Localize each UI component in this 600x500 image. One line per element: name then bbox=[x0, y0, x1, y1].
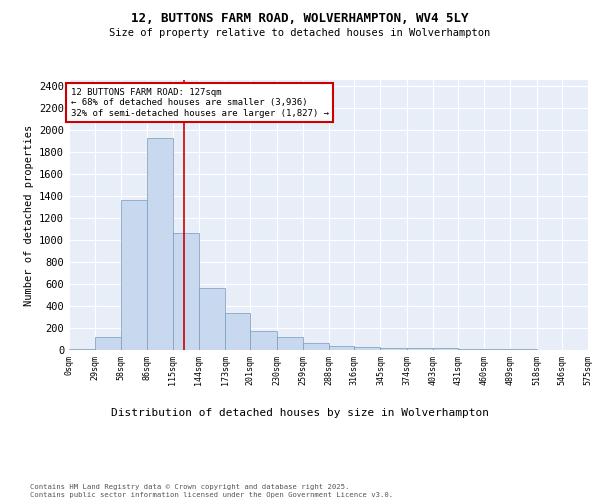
Text: Distribution of detached houses by size in Wolverhampton: Distribution of detached houses by size … bbox=[111, 408, 489, 418]
Bar bbox=[95, 337, 121, 350]
Bar bbox=[433, 348, 458, 350]
Bar bbox=[121, 200, 146, 350]
Bar bbox=[146, 138, 173, 350]
Text: Contains HM Land Registry data © Crown copyright and database right 2025.
Contai: Contains HM Land Registry data © Crown c… bbox=[30, 484, 393, 498]
Text: 12 BUTTONS FARM ROAD: 127sqm
← 68% of detached houses are smaller (3,936)
32% of: 12 BUTTONS FARM ROAD: 127sqm ← 68% of de… bbox=[71, 88, 329, 118]
Bar bbox=[173, 233, 199, 350]
Text: 12, BUTTONS FARM ROAD, WOLVERHAMPTON, WV4 5LY: 12, BUTTONS FARM ROAD, WOLVERHAMPTON, WV… bbox=[131, 12, 469, 26]
Bar bbox=[380, 348, 407, 350]
Bar bbox=[250, 332, 277, 350]
Bar bbox=[199, 288, 225, 350]
Bar bbox=[277, 338, 303, 350]
Bar bbox=[354, 346, 380, 350]
Bar bbox=[329, 346, 354, 350]
Text: Size of property relative to detached houses in Wolverhampton: Size of property relative to detached ho… bbox=[109, 28, 491, 38]
Bar bbox=[303, 343, 329, 350]
Y-axis label: Number of detached properties: Number of detached properties bbox=[23, 124, 34, 306]
Bar bbox=[69, 349, 95, 350]
Bar bbox=[225, 313, 250, 350]
Bar bbox=[407, 348, 433, 350]
